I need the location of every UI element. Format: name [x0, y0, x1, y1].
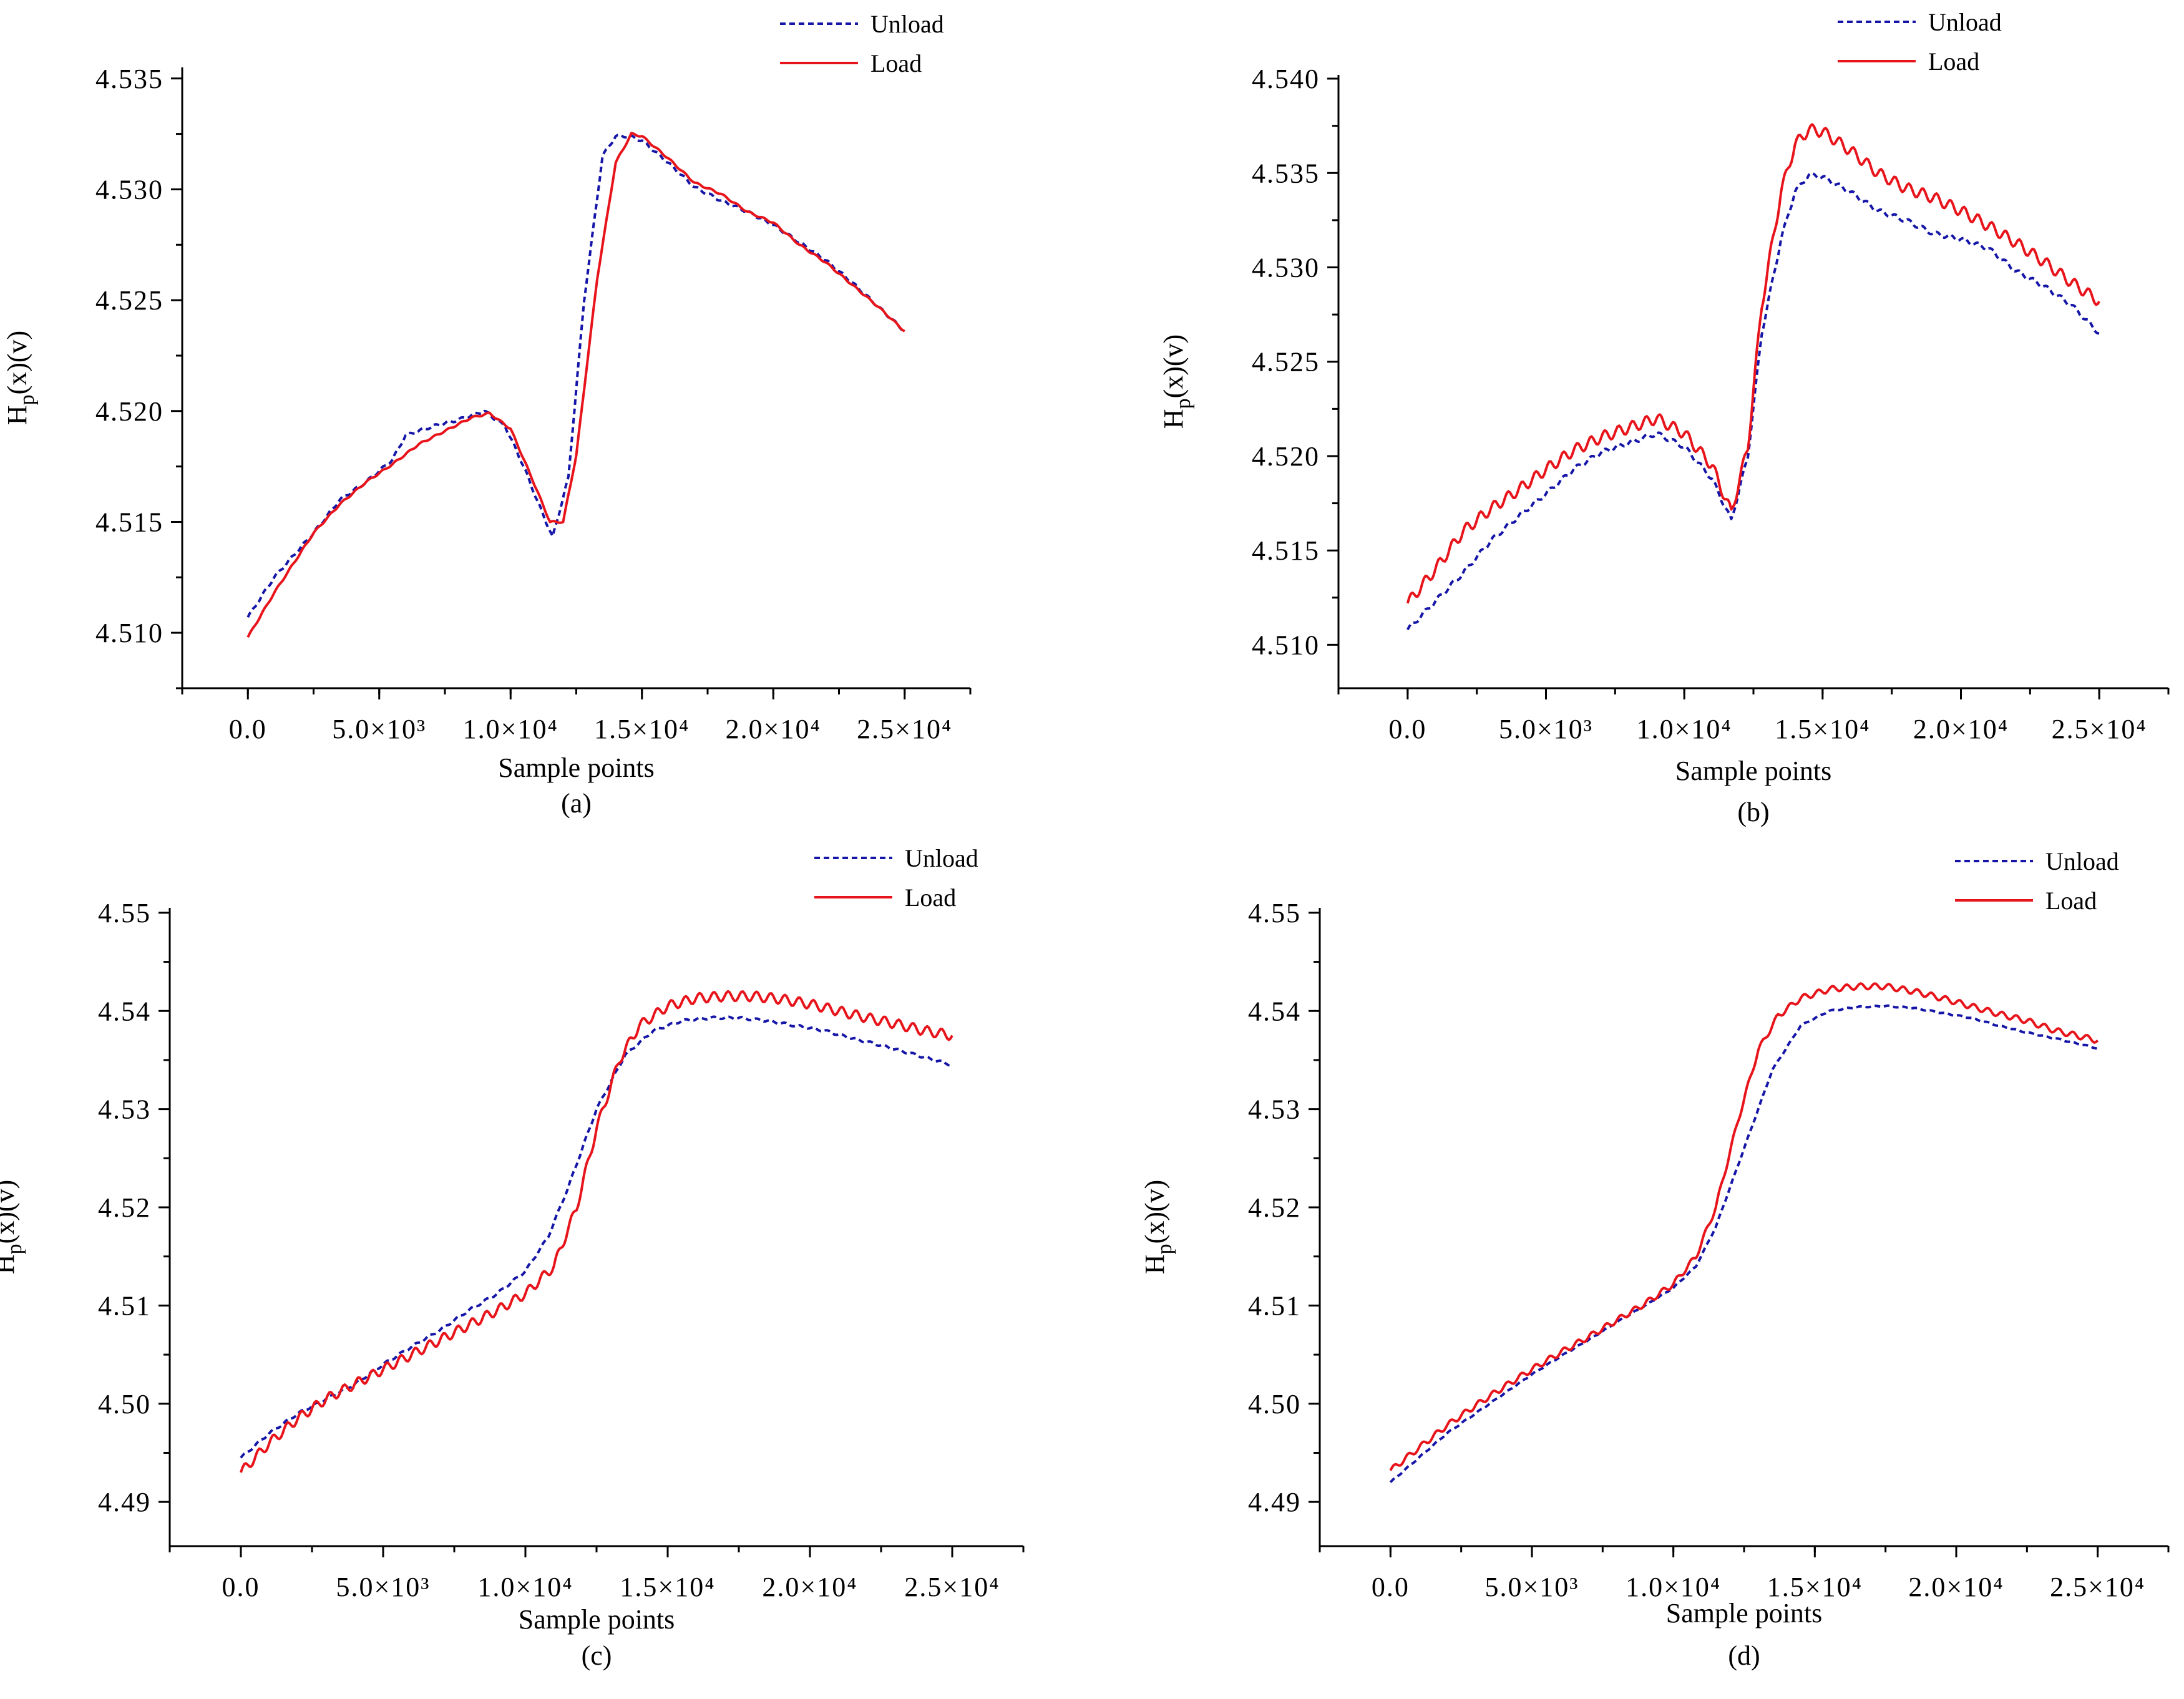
series-line-load — [240, 990, 953, 1473]
y-tick-label: 4.51 — [98, 1290, 151, 1321]
y-tick-label: 4.49 — [1248, 1487, 1301, 1517]
chart-panel: 4.49 4.50 4.51 4.52 4.53 4.54 4.55 0.0 5.0×10³ 1.… — [1139, 847, 2170, 1671]
x-tick-label: 2.0×10⁴ — [762, 1572, 857, 1602]
y-tick-label: 4.50 — [1248, 1389, 1301, 1419]
panel-caption: (a) — [561, 788, 592, 819]
x-tick-label: 2.5×10⁴ — [904, 1572, 1000, 1602]
x-tick-label: 5.0×10³ — [1499, 714, 1593, 744]
legend-label-unload: Unload — [870, 10, 944, 38]
y-tick-label: 4.52 — [1248, 1192, 1301, 1223]
x-tick-label: 1.5×10⁴ — [620, 1572, 715, 1602]
chart-panel: 4.510 4.515 4.520 4.525 4.530 4.535 0.0 5.0×10³… — [2, 10, 972, 819]
legend-label-load: Load — [2045, 887, 2097, 915]
y-tick-label: 4.520 — [95, 396, 163, 427]
y-tick-label: 4.530 — [95, 174, 163, 205]
x-tick-label: 0.0 — [229, 714, 267, 744]
y-tick-label: 4.515 — [95, 507, 163, 537]
x-tick-label: 1.5×10⁴ — [1767, 1572, 1863, 1602]
y-tick-label: 4.525 — [1252, 347, 1320, 377]
y-tick-label: 4.520 — [1252, 441, 1320, 472]
legend-label-unload: Unload — [905, 844, 978, 872]
y-tick-label: 4.525 — [95, 285, 163, 316]
x-axis-title: Sample points — [1675, 756, 1832, 786]
y-axis-title: Hp(x)(v) — [1139, 1180, 1176, 1274]
y-axis-title: Hp(x)(v) — [2, 331, 39, 425]
x-tick-label: 2.5×10⁴ — [857, 714, 952, 744]
x-tick-label: 2.5×10⁴ — [2050, 1572, 2145, 1602]
x-axis-title: Sample points — [498, 752, 655, 783]
x-tick-label: 5.0×10³ — [336, 1572, 430, 1602]
legend-label-load: Load — [905, 884, 956, 912]
y-tick-label: 4.54 — [98, 996, 151, 1026]
y-tick-label: 4.52 — [98, 1192, 151, 1223]
x-tick-label: 2.5×10⁴ — [2052, 714, 2147, 744]
x-tick-label: 2.0×10⁴ — [726, 714, 821, 744]
y-tick-label: 4.53 — [1248, 1094, 1301, 1125]
y-tick-label: 4.51 — [1248, 1290, 1301, 1321]
x-tick-label: 0.0 — [1388, 714, 1426, 744]
y-tick-label: 4.510 — [95, 618, 163, 648]
y-tick-label: 4.535 — [1252, 158, 1320, 188]
x-tick-label: 2.0×10⁴ — [1913, 714, 2009, 744]
series-line-load — [1389, 982, 2099, 1471]
panel-caption: (d) — [1728, 1640, 1760, 1671]
panel-caption: (c) — [582, 1640, 612, 1671]
y-axis-title: Hp(x)(v) — [0, 1180, 26, 1274]
y-axis-title: Hp(x)(v) — [1158, 334, 1195, 429]
x-tick-label: 1.5×10⁴ — [594, 714, 690, 744]
y-tick-label: 4.50 — [98, 1389, 151, 1419]
y-tick-label: 4.535 — [95, 64, 163, 94]
y-tick-label: 4.54 — [1248, 996, 1301, 1026]
x-tick-label: 2.0×10⁴ — [1908, 1572, 2004, 1602]
y-tick-label: 4.53 — [98, 1094, 151, 1125]
x-tick-label: 1.0×10⁴ — [463, 714, 558, 744]
y-tick-label: 4.510 — [1252, 630, 1320, 660]
y-tick-label: 4.49 — [98, 1487, 151, 1517]
legend-label-unload: Unload — [2045, 847, 2119, 875]
y-tick-label: 4.55 — [98, 898, 151, 928]
series-line-load — [1406, 123, 2100, 604]
x-tick-label: 1.0×10⁴ — [1626, 1572, 1721, 1602]
x-tick-label: 5.0×10³ — [1484, 1572, 1579, 1602]
x-axis-title: Sample points — [519, 1604, 675, 1635]
x-axis-title: Sample points — [1666, 1598, 1823, 1628]
y-tick-label: 4.530 — [1252, 253, 1320, 283]
x-tick-label: 5.0×10³ — [332, 714, 426, 744]
chart-panel: 4.510 4.515 4.520 4.525 4.530 4.535 4.540 0.0 5.… — [1158, 8, 2170, 827]
x-tick-label: 0.0 — [222, 1572, 260, 1602]
series-line-unload — [240, 1015, 953, 1459]
x-tick-label: 0.0 — [1372, 1572, 1410, 1602]
legend-label-unload: Unload — [1928, 8, 2002, 36]
legend-label-load: Load — [870, 49, 922, 77]
x-tick-label: 1.0×10⁴ — [1637, 714, 1732, 744]
series-line-load — [246, 132, 905, 638]
y-tick-label: 4.540 — [1252, 64, 1320, 94]
x-tick-label: 1.0×10⁴ — [477, 1572, 573, 1602]
y-tick-label: 4.55 — [1248, 898, 1301, 928]
y-tick-label: 4.515 — [1252, 535, 1320, 566]
x-tick-label: 1.5×10⁴ — [1775, 714, 1870, 744]
legend-label-load: Load — [1928, 47, 1979, 75]
series-line-unload — [1389, 1004, 2098, 1484]
chart-panel: 4.49 4.50 4.51 4.52 4.53 4.54 4.55 0.0 5.0×10³ 1.… — [0, 844, 1025, 1671]
series-line-unload — [246, 134, 905, 618]
panel-caption: (b) — [1737, 797, 1769, 827]
